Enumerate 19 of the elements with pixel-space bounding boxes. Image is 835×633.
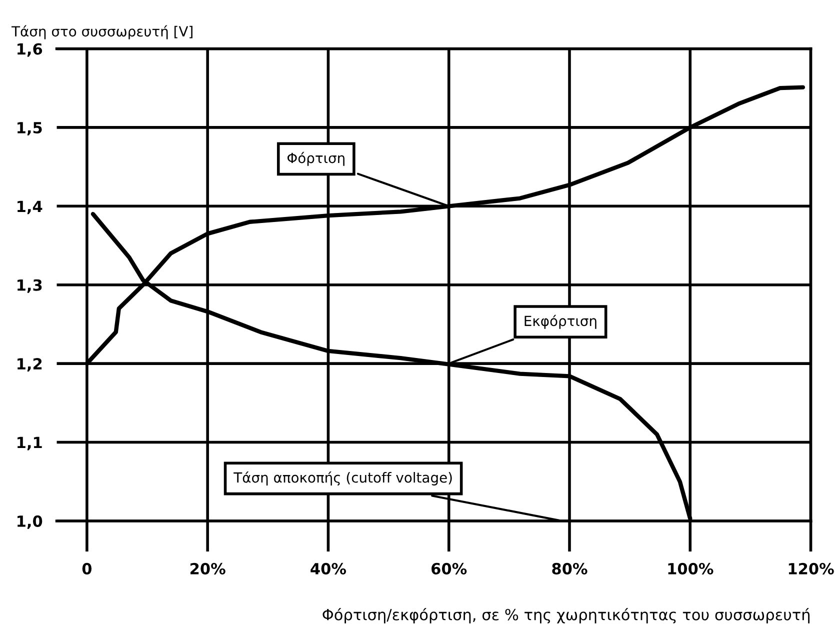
- y-tick-label: 1,0: [18, 515, 42, 529]
- y-tick-label: 1,6: [18, 43, 42, 57]
- x-tick-label: 120%: [788, 562, 834, 574]
- x-tick-label: 20%: [190, 562, 226, 574]
- x-tick-label: 60%: [432, 562, 467, 574]
- y-tick-label: 1,3: [18, 279, 42, 293]
- x-tick-label: 40%: [310, 562, 346, 574]
- y-axis-title: Τάση στο συσσωρευτή [V]: [12, 25, 192, 40]
- y-tick-label: 1,2: [18, 358, 42, 372]
- y-tick-label: 1,4: [18, 200, 42, 214]
- x-axis-title: Φόρτιση/εκφόρτιση, σε % της χωρητικότητας του συσσωρευτή: [322, 608, 810, 624]
- x-tick-label: 100%: [668, 562, 714, 574]
- annotation: Φόρτιση: [287, 152, 344, 166]
- x-tick-label: 80%: [552, 562, 588, 574]
- y-tick-label: 1,1: [18, 436, 42, 450]
- x-tick-label: 0: [82, 562, 92, 574]
- annotation: Τάση αποκοπής (cutoff voltage): [234, 471, 452, 486]
- annotation: Εκφόρτιση: [524, 314, 596, 329]
- y-tick-label: 1,5: [18, 122, 42, 136]
